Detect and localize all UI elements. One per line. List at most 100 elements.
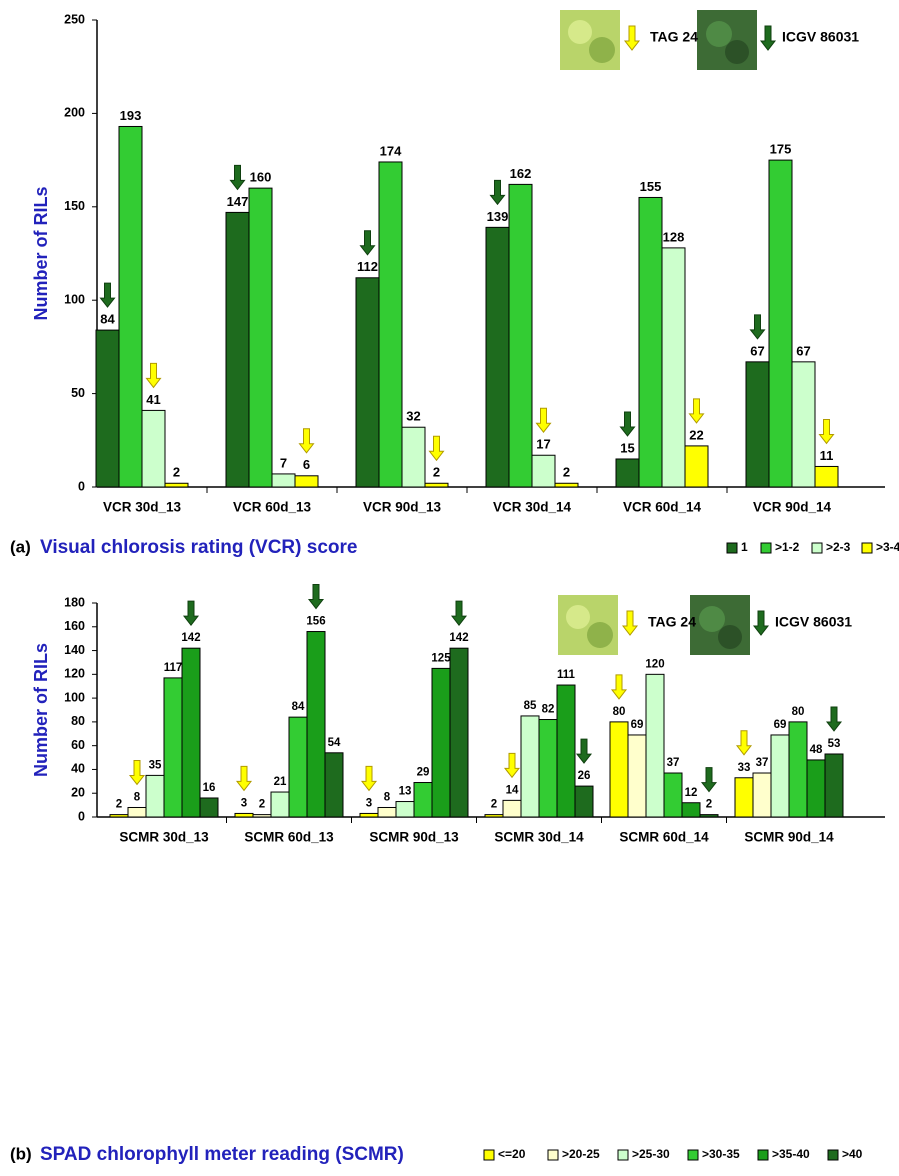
legend-swatch	[547, 1149, 559, 1161]
bar	[663, 772, 683, 818]
data-label: 3	[241, 797, 247, 809]
data-label: 8	[134, 792, 141, 804]
bar	[294, 475, 319, 488]
data-label: 174	[380, 143, 402, 158]
legend-swatch	[760, 542, 772, 554]
caption-label: (a)	[10, 537, 31, 556]
data-label: 156	[306, 616, 325, 628]
x-tick-label: SCMR 60d_13	[244, 830, 334, 845]
arrow	[735, 730, 753, 756]
photo-leaf	[699, 606, 725, 632]
bar	[199, 797, 219, 818]
arrow	[145, 362, 162, 389]
bar	[141, 409, 166, 488]
data-label: 54	[328, 737, 341, 749]
legend-swatch	[483, 1149, 495, 1161]
data-label: 48	[810, 744, 823, 756]
bar	[638, 196, 663, 488]
x-tick-label: VCR 90d_14	[753, 500, 832, 515]
caption: SPAD chlorophyll meter reading (SCMR)	[40, 1144, 404, 1165]
data-label: 2	[491, 799, 497, 811]
bar	[770, 734, 790, 818]
y-tick-label: 40	[71, 762, 85, 776]
data-label: 162	[510, 166, 532, 181]
arrow	[450, 600, 468, 626]
data-label: 84	[292, 701, 305, 713]
arrow	[235, 765, 253, 792]
bar	[163, 677, 183, 818]
data-label: 2	[563, 465, 570, 480]
data-label: 26	[578, 770, 591, 782]
y-tick-label: 250	[64, 12, 85, 26]
x-tick-label: SCMR 30d_13	[119, 830, 209, 845]
arrow	[623, 25, 641, 51]
y-tick-label: 140	[64, 643, 85, 657]
bar	[661, 247, 686, 488]
y-tick-label: 200	[64, 106, 85, 120]
bar	[484, 814, 504, 818]
bar	[768, 159, 793, 488]
legend-swatch	[687, 1149, 699, 1161]
arrow	[307, 584, 325, 610]
data-label: 147	[227, 194, 249, 209]
bar	[645, 673, 665, 818]
data-label: 175	[770, 142, 792, 157]
bar	[556, 684, 576, 818]
data-label: 22	[689, 427, 703, 442]
bar	[306, 631, 326, 818]
bar	[248, 187, 273, 488]
bar	[270, 791, 290, 818]
data-label: 69	[631, 719, 644, 731]
data-label: 37	[667, 757, 680, 769]
data-label: 67	[750, 343, 764, 358]
bar	[502, 799, 522, 818]
bar	[252, 814, 272, 818]
data-label: 29	[417, 767, 430, 779]
arrow	[610, 674, 628, 700]
data-label: 11	[820, 448, 834, 463]
legend-swatch	[757, 1149, 769, 1161]
y-tick-label: 80	[71, 714, 85, 728]
bar	[95, 329, 120, 488]
x-tick-label: VCR 90d_13	[363, 500, 442, 515]
data-label: 2	[116, 799, 122, 811]
x-tick-label: VCR 30d_14	[493, 500, 572, 515]
arrow	[298, 428, 315, 454]
legend-swatch	[811, 542, 823, 554]
data-label: 6	[303, 457, 310, 472]
arrow	[360, 765, 378, 792]
bar	[627, 734, 647, 818]
bar	[271, 473, 296, 488]
data-label: 33	[738, 762, 751, 774]
legend-label: >25-30	[632, 1147, 670, 1161]
y-axis-label: Number of RILs	[31, 643, 51, 777]
data-label: 117	[164, 662, 183, 674]
caption-label: (b)	[10, 1144, 32, 1163]
bar	[531, 454, 556, 488]
bar	[225, 211, 250, 488]
arrow	[752, 610, 770, 636]
bar	[355, 277, 380, 488]
bar	[538, 719, 558, 818]
bar	[574, 785, 594, 818]
photo	[560, 10, 620, 70]
annotation: TAG 24	[648, 614, 696, 630]
arrow	[759, 25, 777, 51]
data-label: 139	[487, 209, 509, 224]
arrow	[535, 407, 552, 434]
arrow	[99, 282, 116, 308]
arrow	[818, 418, 835, 445]
data-label: 14	[506, 784, 519, 796]
legend-label: >2-3	[826, 540, 851, 554]
legend-label: >1-2	[775, 540, 800, 554]
legend-swatch	[726, 542, 738, 554]
data-label: 142	[449, 632, 468, 644]
bar	[324, 752, 344, 818]
legend-swatch	[861, 542, 873, 554]
data-label: 15	[620, 440, 634, 455]
bar	[485, 226, 510, 488]
data-label: 142	[181, 632, 200, 644]
photo-leaf	[566, 605, 590, 629]
y-axis-label: Number of RILs	[31, 186, 51, 320]
data-label: 2	[259, 799, 265, 811]
